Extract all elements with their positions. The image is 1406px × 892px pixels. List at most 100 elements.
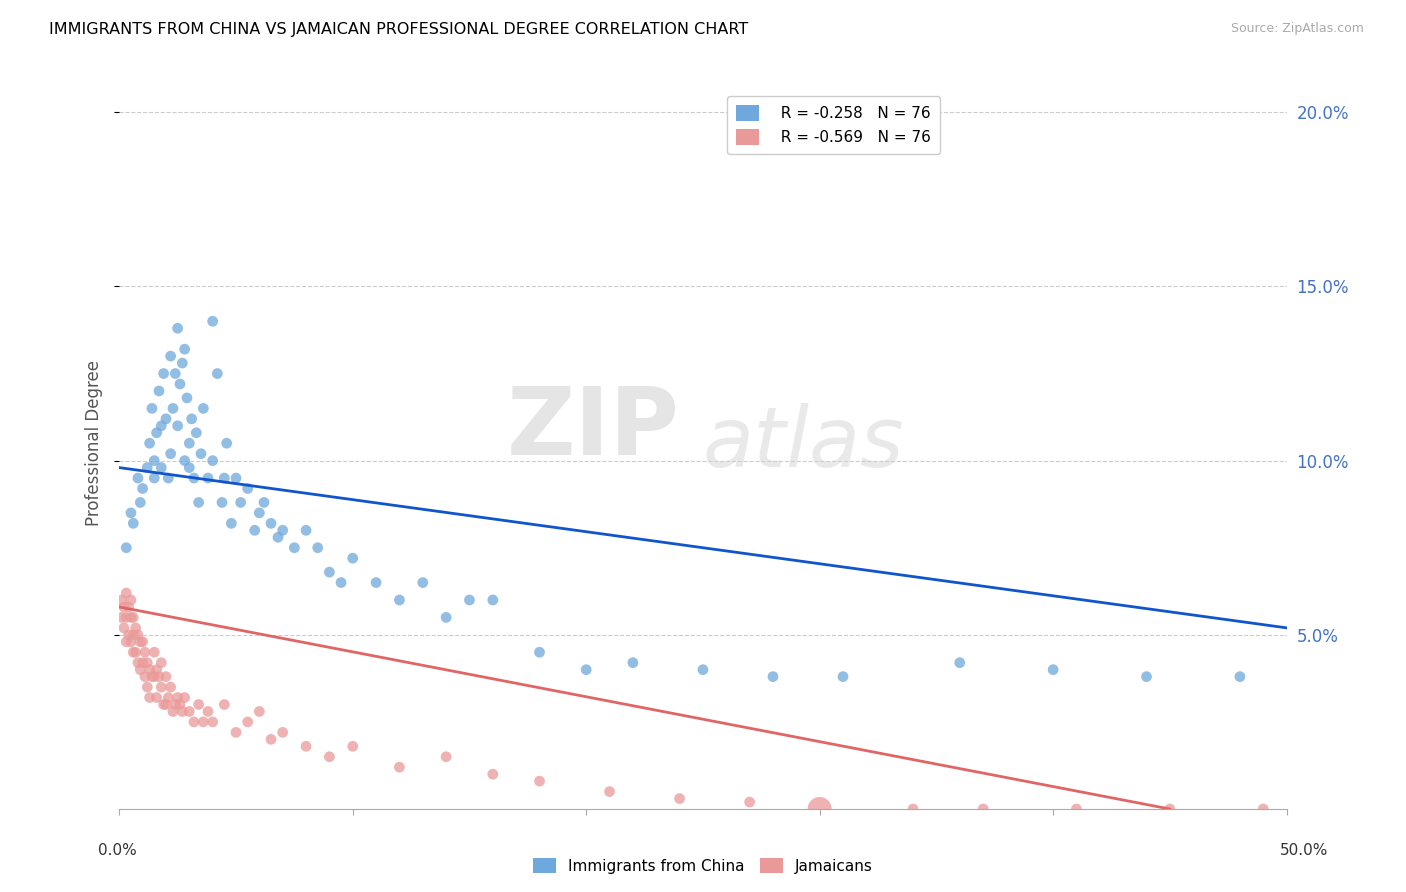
Point [225,471,247,485]
Text: ZIP: ZIP [506,383,679,475]
Point [808,802,831,816]
Point [221,516,243,531]
Point [271,725,294,739]
Point [197,705,219,719]
Point [172,705,194,719]
Point [138,690,160,705]
Point [136,460,159,475]
Point [180,412,202,426]
Text: atlas: atlas [703,402,904,483]
Point [458,593,481,607]
Point [150,418,173,433]
Point [179,460,201,475]
Point [388,760,411,774]
Point [434,610,457,624]
Point [621,656,644,670]
Point [141,670,163,684]
Point [145,425,167,440]
Point [412,575,434,590]
Point [169,376,191,391]
Point [295,739,318,754]
Point [179,705,201,719]
Point [388,593,411,607]
Point [253,495,276,509]
Point [134,670,156,684]
Point [115,634,138,648]
Point [668,791,690,805]
Point [152,367,174,381]
Point [143,670,166,684]
Point [193,714,215,729]
Point [832,670,855,684]
Point [183,714,205,729]
Point [201,453,224,467]
Point [150,656,173,670]
Point [159,447,181,461]
Point [120,634,142,648]
Point [124,621,146,635]
Point [138,436,160,450]
Point [176,391,198,405]
Point [972,802,994,816]
Point [122,645,145,659]
Point [162,401,184,416]
Point [131,482,153,496]
Point [159,349,181,363]
Point [110,610,132,624]
Point [152,698,174,712]
Point [157,471,180,485]
Point [243,524,266,538]
Point [225,725,247,739]
Text: Source: ZipAtlas.com: Source: ZipAtlas.com [1230,22,1364,36]
Point [187,698,209,712]
Point [692,663,714,677]
Point [172,356,194,370]
Point [236,482,259,496]
Point [166,690,188,705]
Point [141,401,163,416]
Point [575,663,598,677]
Point [482,593,505,607]
Point [159,680,181,694]
Point [183,471,205,485]
Point [229,495,252,509]
Text: 0.0%: 0.0% [98,843,138,858]
Point [173,690,195,705]
Point [115,610,138,624]
Point [247,506,270,520]
Point [155,670,177,684]
Point [129,634,152,648]
Point [738,795,761,809]
Point [143,453,166,467]
Y-axis label: Professional Degree: Professional Degree [86,360,103,526]
Point [762,670,785,684]
Point [173,453,195,467]
Point [260,516,283,531]
Point [179,436,201,450]
Point [214,471,236,485]
Point [148,670,170,684]
Point [1159,802,1181,816]
Point [364,575,387,590]
Point [260,732,283,747]
Point [136,680,159,694]
Point [131,634,153,648]
Legend:   R = -0.258   N = 76,   R = -0.569   N = 76: R = -0.258 N = 76, R = -0.569 N = 76 [727,96,941,154]
Point [1042,663,1064,677]
Point [115,586,138,600]
Point [124,645,146,659]
Point [145,690,167,705]
Point [215,436,238,450]
Point [166,321,188,335]
Point [112,599,135,614]
Point [529,774,551,789]
Point [295,524,318,538]
Point [187,495,209,509]
Point [211,495,233,509]
Point [155,412,177,426]
Point [162,705,184,719]
Point [122,610,145,624]
Point [1251,802,1274,816]
Point [186,425,208,440]
Text: 50.0%: 50.0% [1281,843,1329,858]
